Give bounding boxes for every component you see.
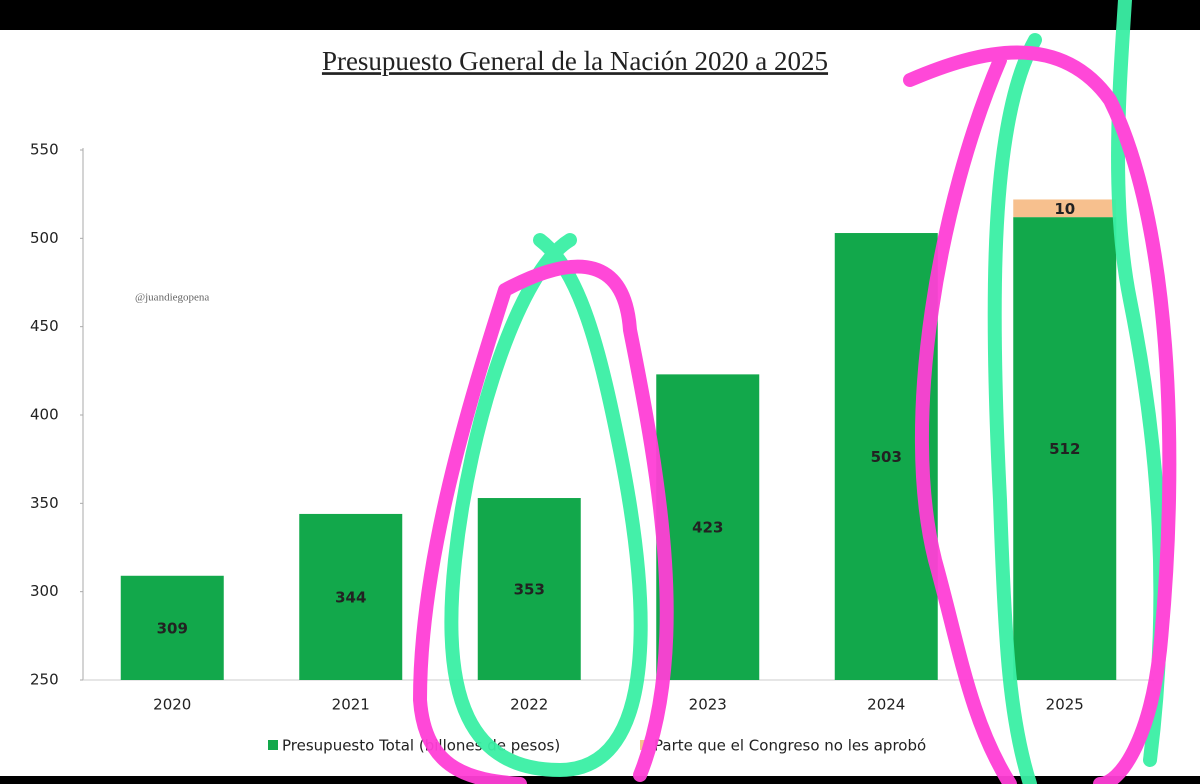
y-tick-label: 300 [30,582,59,600]
bottom-bar [0,776,1200,784]
bar [120,575,224,680]
bar [1013,199,1117,218]
bar [1013,217,1117,680]
scribble [412,259,674,784]
y-tick-label: 550 [30,141,59,159]
scribbles [412,0,1177,784]
value-label: 512 [1049,440,1080,458]
scribble [444,233,648,778]
bar [299,513,403,680]
y-tick-label: 400 [30,406,59,424]
value-label: 10 [1054,200,1075,218]
x-tick-label: 2022 [510,696,548,714]
value-label: 309 [157,619,188,637]
x-tick-label: 2021 [332,696,370,714]
value-label: 423 [692,519,723,537]
y-tick-label: 450 [30,317,59,335]
value-label: 344 [335,588,366,606]
y-tick-label: 350 [30,494,59,512]
bar [477,498,581,680]
x-tick-label: 2024 [867,696,905,714]
legend-swatch [268,740,278,750]
x-tick-label: 2020 [153,696,191,714]
y-tick-label: 250 [30,671,59,689]
chart-title: Presupuesto General de la Nación 2020 a … [322,46,828,76]
value-label: 503 [871,448,902,466]
x-tick-label: 2023 [689,696,727,714]
legend-label: Presupuesto Total (billones de pesos) [282,737,560,755]
value-label: 353 [514,581,545,599]
top-bar [0,0,1200,30]
annotation: @juandiegopena [135,292,209,304]
x-tick-label: 2025 [1046,696,1084,714]
legend-label: Parte que el Congreso no les aprobó [654,737,926,755]
scribble [903,45,1177,784]
y-tick-label: 500 [30,229,59,247]
